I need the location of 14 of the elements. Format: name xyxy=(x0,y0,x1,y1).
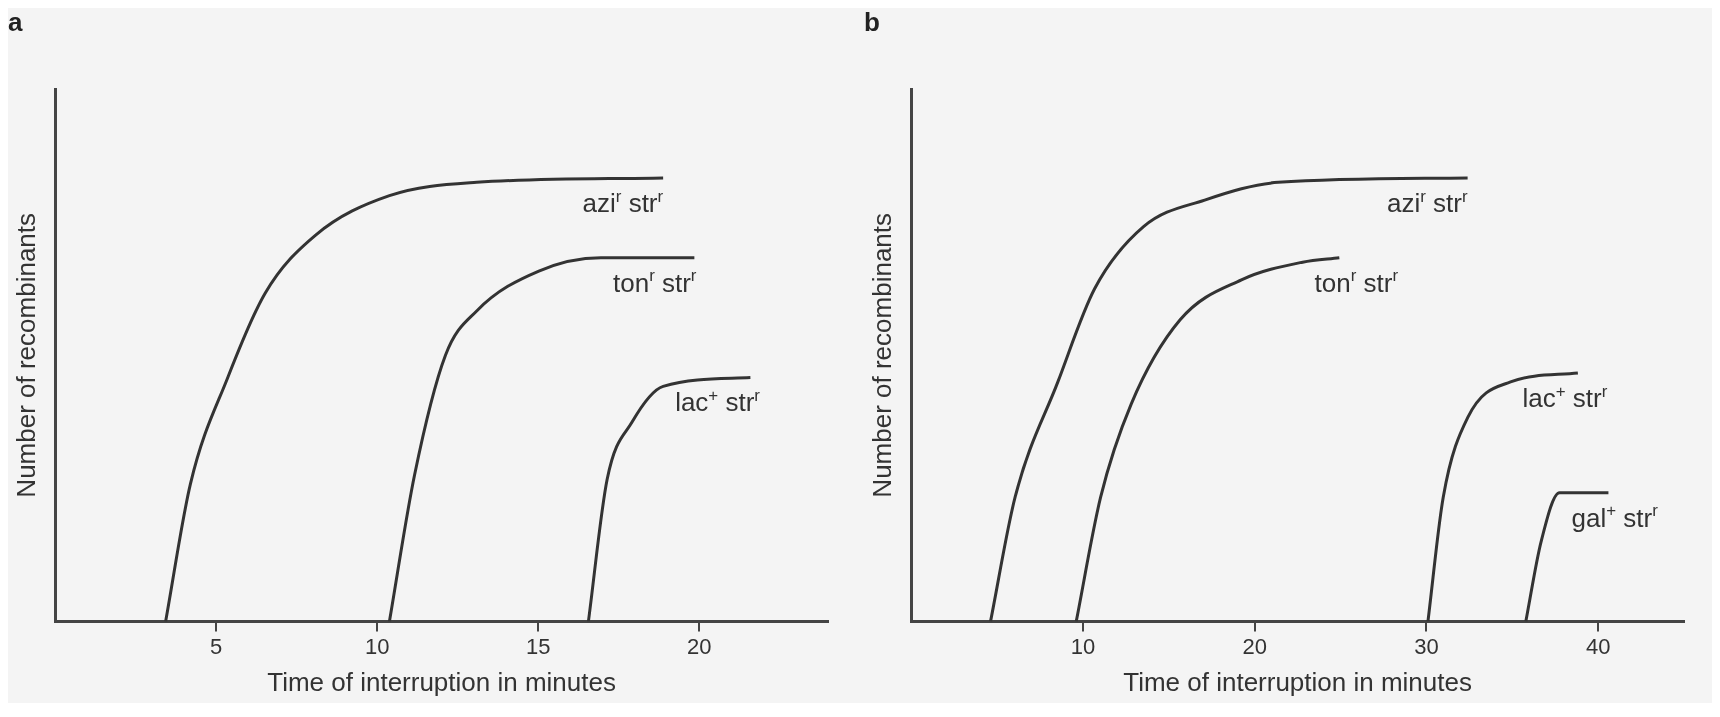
x-tick-label: 20 xyxy=(686,633,712,659)
x-axis-title: Time of interruption in minutes xyxy=(267,666,616,697)
x-tick-label: 15 xyxy=(525,633,551,659)
x-tick-label: 10 xyxy=(364,633,390,659)
x-tick-label: 5 xyxy=(210,633,223,659)
y-axis-title: Number of recombinants xyxy=(10,212,41,498)
chart-title: b xyxy=(864,6,880,37)
y-axis-title: Number of recombinants xyxy=(866,212,897,498)
x-tick-label: 20 xyxy=(1242,633,1267,659)
x-tick-label: 30 xyxy=(1414,633,1439,659)
x-tick-label: 40 xyxy=(1585,633,1611,659)
x-axis-title: Time of interruption in minutes xyxy=(1123,666,1472,697)
chart-title: a xyxy=(8,6,23,37)
x-tick-label: 10 xyxy=(1070,633,1096,659)
